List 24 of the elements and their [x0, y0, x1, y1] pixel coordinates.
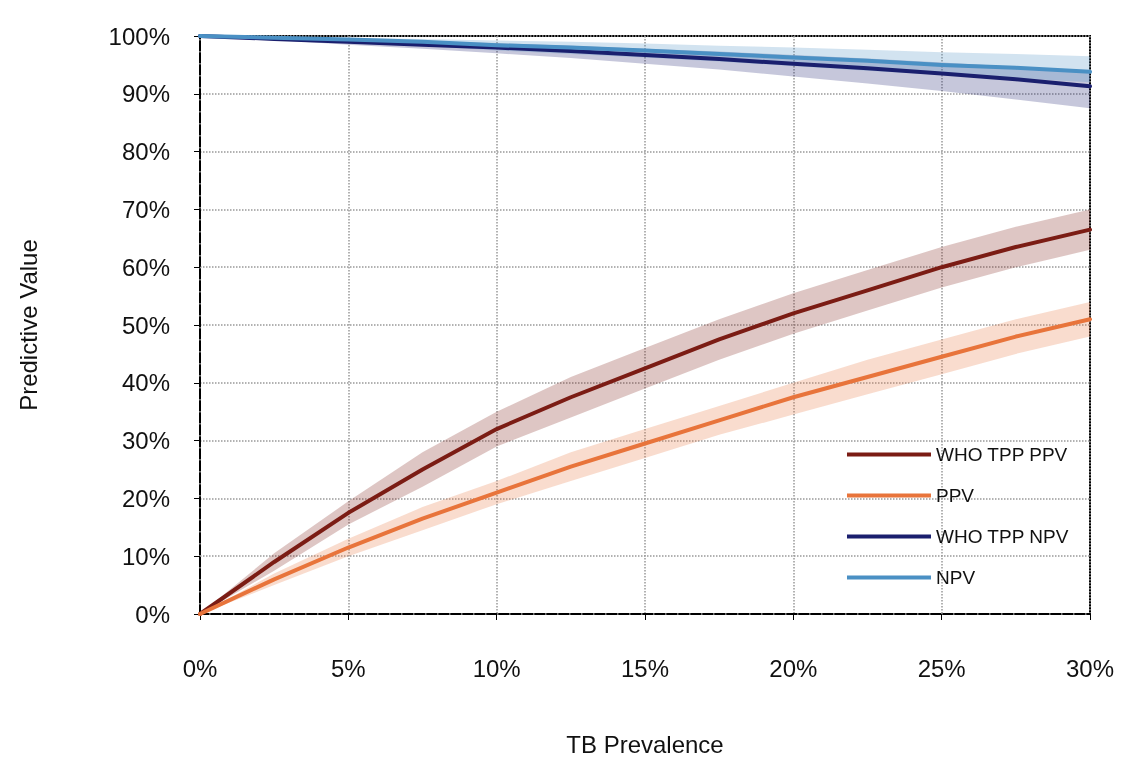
x-tick-label: 0%	[182, 654, 218, 682]
y-tick-label: 100%	[108, 22, 170, 50]
y-tick-label: 40%	[121, 369, 170, 397]
y-tick-label: 80%	[121, 138, 170, 166]
y-tick-label: 70%	[121, 195, 170, 223]
x-tick-label: 5%	[330, 654, 366, 682]
x-tick-label: 30%	[1065, 654, 1115, 682]
legend-label: NPV	[935, 567, 976, 588]
x-tick-label: 20%	[769, 654, 818, 682]
x-tick-label: 25%	[917, 654, 966, 682]
y-tick-label: 50%	[121, 311, 170, 339]
x-tick-label: 10%	[472, 654, 521, 682]
y-tick-label: 10%	[121, 542, 170, 570]
y-tick-label: 60%	[121, 253, 170, 281]
y-tick-label: 30%	[121, 427, 170, 455]
y-tick-label: 20%	[121, 484, 170, 512]
y-tick-label: 0%	[135, 600, 170, 628]
legend-label: WHO TPP NPV	[935, 526, 1069, 547]
legend-label: PPV	[935, 485, 975, 506]
legend-label: WHO TPP PPV	[935, 444, 1068, 465]
x-tick-label: 15%	[620, 654, 670, 682]
y-axis-title: Predictive Value	[14, 239, 42, 411]
y-tick-label: 90%	[121, 80, 170, 108]
x-axis-title: TB Prevalence	[566, 730, 724, 758]
